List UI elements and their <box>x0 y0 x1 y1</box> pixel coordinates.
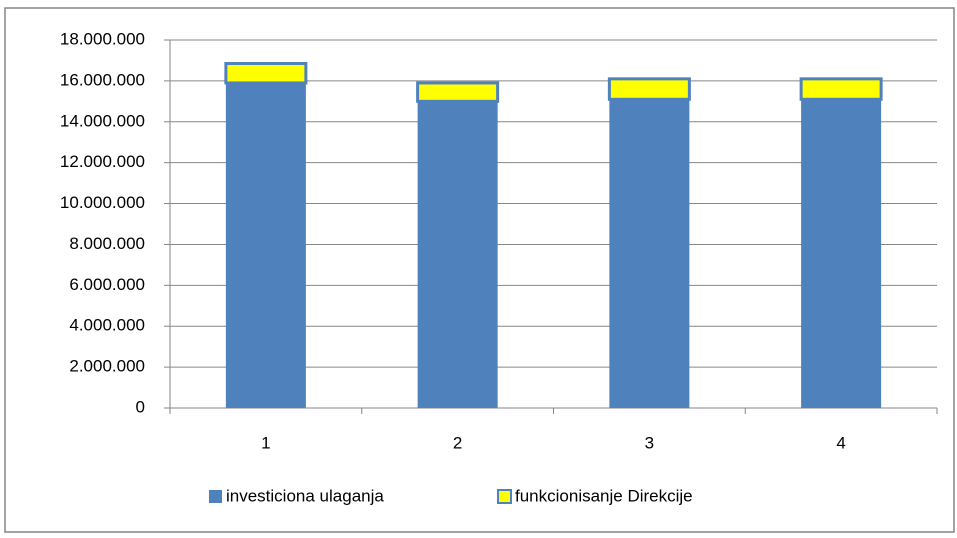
bar-segment <box>607 77 691 101</box>
x-tick-label: 4 <box>836 433 845 452</box>
y-tick-label: 16.000.000 <box>60 70 145 89</box>
legend-swatch <box>497 489 512 504</box>
y-tick-label: 8.000.000 <box>69 234 145 253</box>
bar-segment <box>417 101 498 408</box>
legend-swatch <box>209 490 222 503</box>
bar-segment <box>799 77 883 101</box>
y-tick-label: 12.000.000 <box>60 152 145 171</box>
y-tick-label: 2.000.000 <box>69 357 145 376</box>
x-tick-label: 3 <box>645 433 654 452</box>
bar-segment <box>801 99 882 409</box>
y-tick-label: 10.000.000 <box>60 193 145 212</box>
bar-segment <box>224 62 308 85</box>
y-tick-label: 0 <box>136 397 145 416</box>
legend-label: investiciona ulaganja <box>226 486 384 505</box>
y-tick-label: 6.000.000 <box>69 275 145 294</box>
bar-segment <box>225 82 306 408</box>
y-tick-label: 4.000.000 <box>69 316 145 335</box>
x-tick-label: 2 <box>453 433 462 452</box>
legend-label: funkcionisanje Direkcije <box>515 486 693 505</box>
x-tick-label: 1 <box>261 433 270 452</box>
bar-segment <box>609 99 690 409</box>
y-tick-label: 14.000.000 <box>60 111 145 130</box>
y-tick-label: 18.000.000 <box>60 29 145 48</box>
bar-segment <box>416 81 500 103</box>
